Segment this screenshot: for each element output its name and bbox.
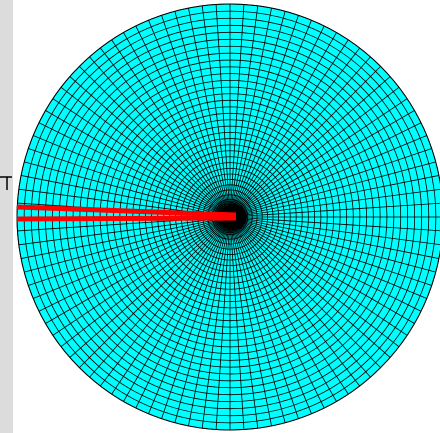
mesh-spoke [231,76,391,216]
mesh-spoke [230,39,349,216]
crack-line-1 [16,204,237,218]
mesh-spoke [38,217,229,312]
mesh-spoke [231,110,415,217]
mesh-spoke [69,218,229,358]
mesh-spoke [18,216,229,246]
mesh-spoke [231,188,440,218]
mesh-spoke [231,217,415,324]
mesh-spoke [230,11,286,216]
mesh-spoke [111,218,230,395]
mesh-spoke [230,218,360,387]
mesh-spoke [231,161,436,217]
mesh-spoke [52,217,229,336]
mesh-spoke [100,218,230,387]
mesh-spoke [123,32,230,216]
mesh-spoke [45,217,229,324]
mesh-spoke [229,218,259,429]
mesh-spoke [231,175,439,218]
mesh-spoke [52,98,229,217]
mesh-spoke [229,4,245,216]
mesh-spoke [28,217,229,286]
mesh-spoke [24,217,229,273]
mesh-spoke [231,217,408,336]
mesh-spoke [231,135,427,217]
mesh-spoke [231,217,432,286]
mesh-spoke [231,98,408,217]
mesh-spoke [231,216,439,259]
mesh-spoke [231,87,400,217]
mesh-spoke [188,8,231,216]
mesh-spoke [201,5,231,216]
mesh-spoke [231,217,400,347]
mesh-spoke [161,218,230,419]
mesh-spoke [21,216,229,259]
mesh-spoke [79,218,229,368]
mesh-spoke [148,20,230,216]
mesh-spoke [230,32,337,216]
mesh-spoke [123,218,230,402]
side-panel [0,0,13,433]
mesh-spoke [201,218,231,429]
mesh-spoke [231,122,422,217]
mesh-spoke [215,4,231,216]
mesh-spoke [231,218,381,368]
mesh-spoke [230,218,286,423]
mesh-spoke [111,39,230,216]
mesh-spoke [79,66,229,216]
mesh-spoke [231,218,391,358]
mesh-spoke [230,218,312,414]
mesh-spoke [100,47,230,216]
mesh-spoke [230,218,299,419]
mesh-spoke [174,11,230,216]
mesh-spoke [135,25,230,216]
mesh-spoke [231,148,432,217]
left-edge-marker [0,176,12,190]
crack-lines [16,204,237,222]
mesh-spoke [148,218,230,414]
mesh-spoke [188,218,231,426]
mesh-spoke [45,110,229,217]
mesh-spoke [231,216,440,232]
mesh-spoke [230,15,299,216]
mesh-spoke [231,216,440,246]
mesh-spoke [215,218,231,430]
mesh-spoke [24,161,229,217]
mesh-spoke [28,148,229,217]
mesh-spoke [89,56,229,216]
crack-line-2 [16,215,237,222]
mesh-spoke [231,217,436,273]
mesh-spoke [60,87,229,217]
mesh-spoke [230,218,325,409]
mesh-spoke [231,218,371,378]
mesh-spoke [230,47,360,216]
mesh-spoke [38,122,229,217]
mesh-spokes [17,4,440,430]
mesh-spoke [229,5,259,216]
mesh-spoke [89,218,229,378]
mesh-spoke [231,217,422,312]
mesh-spoke [231,202,440,218]
mesh-spoke [231,217,427,299]
mesh-spoke [229,8,272,216]
mesh-spoke [230,218,349,395]
mesh-spoke [135,218,230,409]
mesh-spoke [161,15,230,216]
mesh-spoke [230,218,337,402]
mesh-spoke [69,76,229,216]
mesh-spoke [60,217,229,347]
mesh-spoke [230,20,312,216]
mesh-spoke [229,218,272,426]
mesh-spoke [33,135,229,217]
mesh-spoke [231,56,371,216]
mesh-spoke [21,175,229,218]
mesh-spoke [174,218,230,423]
mesh-spoke [229,218,245,430]
mesh-spoke [33,217,229,299]
mesh-spoke [230,25,325,216]
mesh-spoke [231,66,381,216]
